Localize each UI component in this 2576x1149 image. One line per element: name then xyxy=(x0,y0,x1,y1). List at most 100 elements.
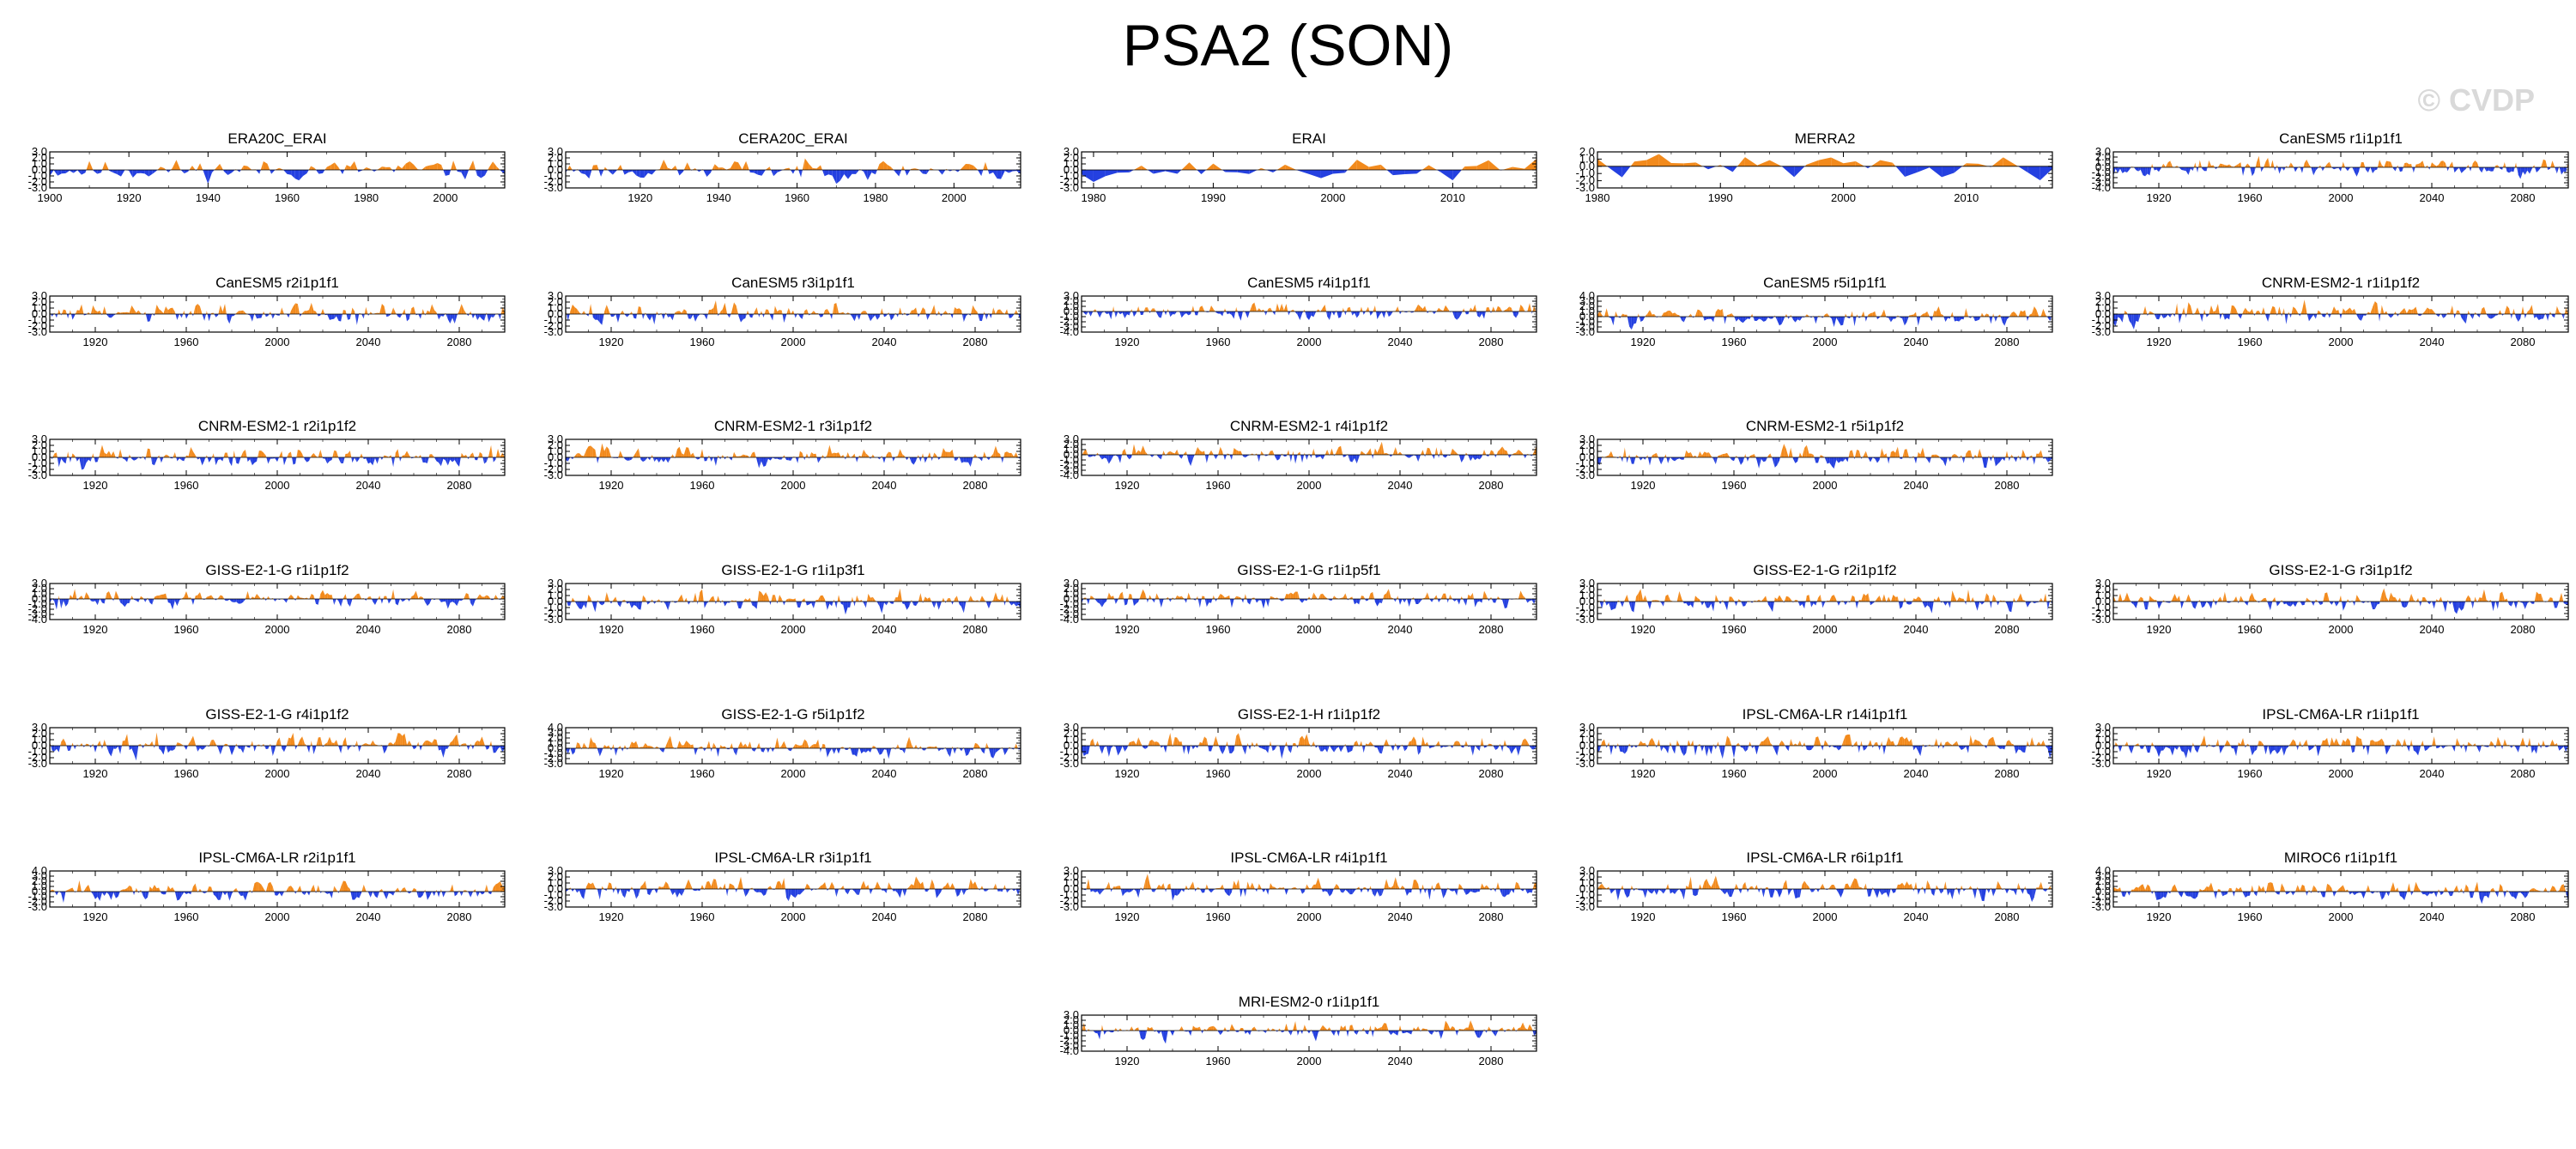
panel-title: CERA20C_ERAI xyxy=(738,130,848,147)
anomaly-segment xyxy=(1477,311,1480,318)
anomaly-segment xyxy=(574,602,578,606)
anomaly-segment xyxy=(1189,162,1197,170)
anomaly-segment xyxy=(752,314,754,318)
anomaly-segment xyxy=(2313,314,2316,319)
anomaly-segment xyxy=(167,455,170,457)
anomaly-segment xyxy=(2308,314,2312,322)
anomaly-segment xyxy=(1913,457,1916,464)
anomaly-segment xyxy=(2398,312,2400,314)
y-tick-label: 2.0 xyxy=(2095,295,2111,308)
anomaly-segment xyxy=(206,596,209,599)
anomaly-segment xyxy=(1130,308,1132,311)
anomaly-segment xyxy=(706,314,708,320)
y-tick-label: 3.0 xyxy=(1064,145,1079,158)
anomaly-segment xyxy=(2324,314,2327,317)
anomaly-segment xyxy=(275,599,277,602)
anomaly-segment xyxy=(880,308,882,314)
anomaly-segment xyxy=(2531,167,2533,169)
anomaly-segment xyxy=(1876,317,1880,320)
anomaly-segment xyxy=(2229,164,2232,167)
anomaly-segment xyxy=(500,306,503,314)
anomaly-segment xyxy=(1814,317,1816,324)
y-tick-label: -2.0 xyxy=(28,602,47,615)
anomaly-segment xyxy=(1694,309,1698,317)
anomaly-segment xyxy=(1159,455,1161,460)
anomaly-segment xyxy=(314,167,317,170)
anomaly-segment xyxy=(2495,165,2498,167)
anomaly-segment xyxy=(1279,455,1282,460)
anomaly-segment xyxy=(1939,457,1942,459)
anomaly-segment xyxy=(1647,457,1650,466)
anomaly-segment xyxy=(1252,302,1255,311)
anomaly-segment xyxy=(767,457,771,461)
anomaly-segment xyxy=(2429,309,2432,314)
anomaly-segment xyxy=(1916,311,1917,317)
anomaly-segment xyxy=(191,311,192,314)
anomaly-segment xyxy=(938,311,941,314)
anomaly-segment xyxy=(1204,451,1205,455)
anomaly-segment xyxy=(641,314,644,320)
anomaly-segment xyxy=(86,592,89,599)
anomaly-segment xyxy=(1240,451,1243,455)
anomaly-segment xyxy=(352,457,355,463)
anomaly-segment xyxy=(612,599,614,602)
anomaly-segment xyxy=(756,307,759,314)
anomaly-segment xyxy=(484,457,487,464)
anomaly-segment xyxy=(633,314,637,319)
anomaly-segment xyxy=(266,596,269,599)
anomaly-segment xyxy=(818,457,821,463)
anomaly-segment xyxy=(592,314,593,317)
anomaly-segment xyxy=(1090,311,1094,317)
anomaly-segment xyxy=(2207,160,2209,167)
anomaly-segment xyxy=(2115,167,2118,173)
anomaly-segment xyxy=(385,166,391,170)
anomaly-segment xyxy=(393,170,396,172)
anomaly-segment xyxy=(366,167,371,170)
anomaly-segment xyxy=(115,457,118,459)
anomaly-segment xyxy=(1624,447,1627,457)
anomaly-segment xyxy=(306,310,310,314)
anomaly-segment xyxy=(1711,317,1714,323)
anomaly-segment xyxy=(218,457,221,460)
anomaly-segment xyxy=(731,302,735,314)
x-tick-label: 1960 xyxy=(275,191,300,204)
anomaly-segment xyxy=(696,170,700,172)
anomaly-segment xyxy=(332,599,335,606)
anomaly-segment xyxy=(402,599,405,602)
anomaly-segment xyxy=(331,457,333,461)
anomaly-segment xyxy=(2527,167,2530,174)
anomaly-segment xyxy=(1461,455,1464,463)
anomaly-segment xyxy=(861,311,864,314)
anomaly-segment xyxy=(105,161,109,170)
anomaly-segment xyxy=(1496,451,1498,455)
anomaly-segment xyxy=(1829,457,1832,467)
x-tick-label: 2000 xyxy=(1297,479,1322,492)
anomaly-segment xyxy=(461,304,464,314)
anomaly-segment xyxy=(687,162,691,170)
anomaly-segment xyxy=(214,168,216,170)
anomaly-segment xyxy=(1324,304,1327,311)
anomaly-segment xyxy=(1737,157,1745,166)
anomaly-segment xyxy=(2007,317,2009,320)
anomaly-segment xyxy=(661,457,664,463)
anomaly-segment xyxy=(2474,311,2476,314)
anomaly-segment xyxy=(1654,314,1657,317)
anomaly-segment xyxy=(174,451,177,457)
y-tick-label: 3.0 xyxy=(548,289,563,302)
anomaly-segment xyxy=(1952,311,1954,317)
anomaly-segment xyxy=(1108,455,1112,464)
x-tick-label: 2040 xyxy=(1388,479,1413,492)
chart-panel: GISS-E2-1-G r1i1p3f13.02.01.00.0-1.0-2.0… xyxy=(544,562,1021,636)
anomaly-segment xyxy=(172,160,177,170)
anomaly-segment xyxy=(92,453,94,457)
anomaly-segment xyxy=(920,307,924,314)
anomaly-segment xyxy=(258,451,262,457)
anomaly-segment xyxy=(445,599,448,609)
anomaly-segment xyxy=(311,594,314,599)
anomaly-segment xyxy=(879,160,884,170)
anomaly-segment xyxy=(1629,317,1632,330)
anomaly-segment xyxy=(54,599,57,610)
anomaly-segment xyxy=(2275,307,2277,314)
y-tick-label: -2.0 xyxy=(2092,171,2111,184)
anomaly-segment xyxy=(1397,306,1400,311)
